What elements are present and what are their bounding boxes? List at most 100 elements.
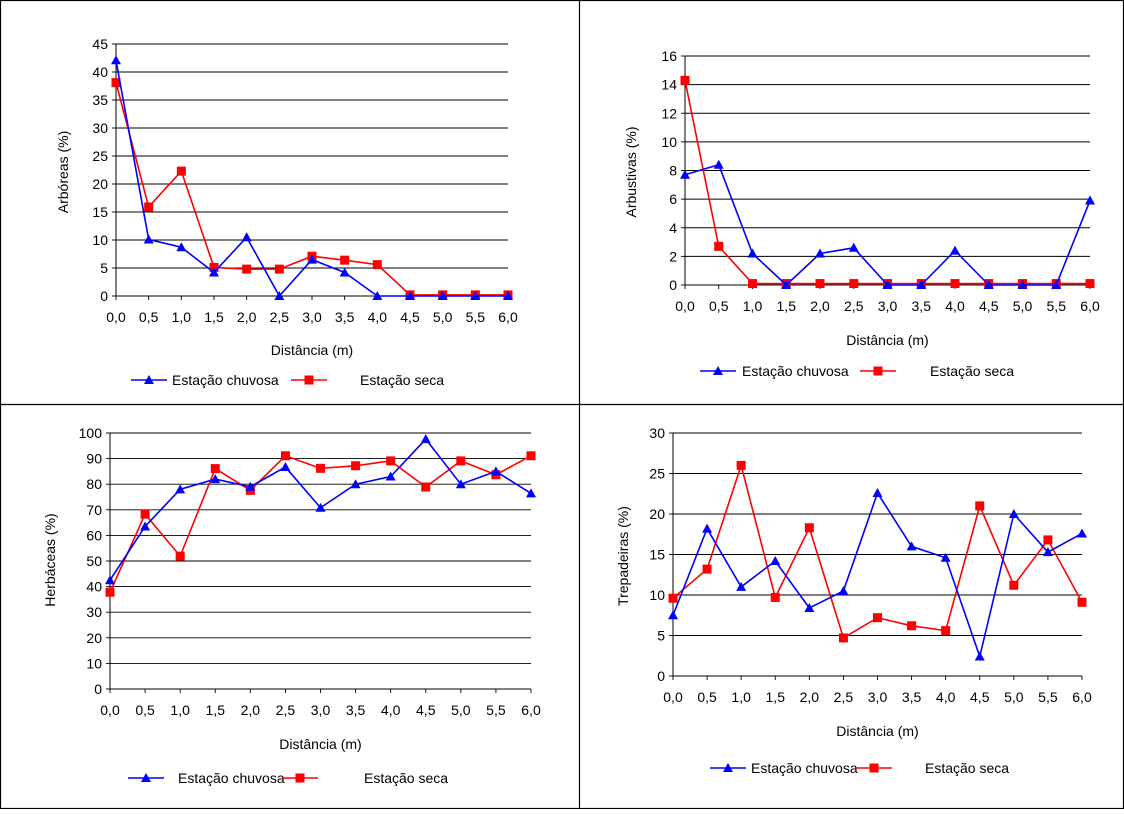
panel2-dry-season-point (950, 279, 960, 289)
panel3-rainy-season-point (140, 521, 151, 531)
panel3-dry-season-point (105, 587, 115, 597)
panel4-xtick-label: 2,0 (800, 689, 820, 705)
panel3-ytick-label: 0 (94, 681, 102, 697)
panel3-rainy-season-point (350, 479, 361, 489)
panel2-rainy-season-point (1051, 280, 1062, 289)
panel3-xtick-label: 5,5 (486, 702, 506, 718)
panel3-rainy-season-point (526, 488, 536, 498)
panel3-rainy-season-point (385, 471, 396, 481)
panel1-xtick-label: 3,0 (302, 309, 322, 325)
panel4-dry-season-point (770, 592, 780, 602)
panel2-legend-dry-marker (873, 366, 883, 376)
panel4-y-axis-label: Trepadeiras (%) (615, 506, 631, 606)
panel4-dry-season-point (804, 523, 814, 533)
panel2-xtick-label: 1,0 (743, 298, 763, 314)
panel4-xtick-label: 5,0 (1004, 689, 1024, 705)
panel4-rainy-season-point (702, 523, 713, 533)
panel2-legend-rainy-marker (713, 366, 723, 375)
panel2-dry-season-line (684, 80, 1090, 285)
panel3-xtick-label: 4,0 (381, 702, 401, 718)
panel3-xtick-label: 3,0 (311, 702, 331, 718)
panel3-ytick-label: 10 (86, 655, 102, 671)
panel4-dry-season-point (975, 501, 985, 511)
panel2-xtick-label: 4,5 (979, 298, 999, 314)
panel3-ytick-label: 50 (86, 553, 102, 569)
panel3-xtick-label: 6,0 (521, 702, 541, 718)
panel1-xtick-label: 0,0 (106, 309, 126, 325)
panel3-ytick-label: 30 (86, 604, 102, 620)
panel2-legend-dry-label: Estação seca (930, 363, 1014, 379)
panel2-rainy-season-point (713, 159, 724, 169)
panel3-xtick-label: 0,0 (100, 702, 120, 718)
panel4-xtick-label: 1,0 (731, 689, 751, 705)
panel2-ytick-label: 4 (669, 220, 677, 236)
panel4-rainy-season-point (770, 555, 781, 565)
panel3-xtick-label: 2,5 (276, 702, 296, 718)
panel1-rainy-season-point (307, 254, 317, 264)
panel2-rainy-season-point (781, 280, 792, 289)
panel3-ytick-label: 60 (86, 527, 102, 543)
panel1-legend: Estação chuvosa Estação seca (131, 372, 444, 388)
panel3-legend-rainy-marker (141, 773, 151, 782)
panel4-dry-season-point (702, 564, 712, 574)
panel2-ytick-label: 14 (661, 77, 677, 93)
panel1-xtick-label: 2,0 (237, 309, 257, 325)
panel1-dry-season-point (274, 264, 284, 274)
panel2-rainy-season-point (950, 245, 960, 255)
panel1-rainy-season-point (372, 291, 383, 300)
panel4-legend-rainy-marker (723, 763, 733, 772)
panel2-rainy-season-point (1017, 280, 1028, 289)
panel3-xtick-label: 2,0 (241, 702, 261, 718)
panel1-xtick-label: 4,0 (368, 309, 388, 325)
panel2-dry-season-point (714, 241, 724, 251)
panel4-legend: Estação chuvosa Estação seca (710, 760, 1009, 776)
panel4-dry-season-point (873, 613, 882, 623)
panel3-rainy-season-point (490, 466, 501, 476)
panel4-rainy-season-point (974, 651, 985, 661)
panel2-rainy-season-point (815, 248, 825, 258)
panel4-x-axis-label: Distância (m) (836, 723, 918, 739)
panel2-xtick-label: 2,5 (844, 298, 864, 314)
panel3-dry-season-point (526, 451, 536, 461)
panel1-ytick-label: 40 (92, 64, 108, 80)
panel2-dry-season-point (849, 279, 859, 289)
panel3-y-axis-label: Herbáceas (%) (42, 513, 58, 606)
panel1-xtick-label: 5,0 (433, 309, 453, 325)
panel3-xtick-label: 5,0 (451, 702, 471, 718)
panel2-xtick-label: 4,0 (945, 298, 965, 314)
panel1-y-axis-label: Arbóreas (%) (55, 131, 71, 213)
panel4-dry-season-point (736, 460, 746, 470)
panel1-xtick-label: 5,5 (466, 309, 486, 325)
panel4-rainy-season-point (940, 552, 951, 562)
panel4-ytick-label: 5 (657, 628, 665, 644)
panel3-dry-season-line (109, 454, 532, 593)
panel4-rainy-season-point (736, 581, 747, 591)
panel1-rainy-season-point (437, 291, 448, 300)
panel1-rainy-season-point (143, 234, 154, 244)
panel3-x-axis-label: Distância (m) (279, 736, 361, 752)
panel3-rainy-season-point (245, 481, 256, 491)
panel3-legend-rainy-label: Estação chuvosa (178, 770, 285, 786)
panel4-ytick-label: 10 (649, 587, 665, 603)
panel4-dry-season-point (907, 621, 917, 631)
panel1-xtick-label: 0,5 (139, 309, 159, 325)
panel4-xtick-label: 3,0 (868, 689, 888, 705)
panel4-dry-season-point (941, 626, 951, 636)
panel3-dry-season-point (421, 482, 431, 492)
panel2-xtick-label: 6,0 (1080, 298, 1100, 314)
panel4-dry-season-point (1077, 597, 1087, 607)
panel1-dry-season-point (209, 262, 219, 272)
panel1-ytick-label: 20 (92, 176, 108, 192)
panel3-ytick-label: 20 (86, 630, 102, 646)
panel2-rainy-season-point (848, 242, 859, 252)
panel1-rainy-season-point (470, 291, 481, 300)
panel2-dry-season-point (748, 279, 757, 289)
panel2-rainy-season-point (983, 280, 994, 289)
panel1-rainy-season-point (209, 267, 219, 277)
panel1-ytick-label: 30 (92, 120, 108, 136)
panel4-dry-season-point (668, 593, 678, 603)
panel2-xtick-label: 5,0 (1013, 298, 1033, 314)
panel3-dry-season-point (456, 456, 466, 466)
